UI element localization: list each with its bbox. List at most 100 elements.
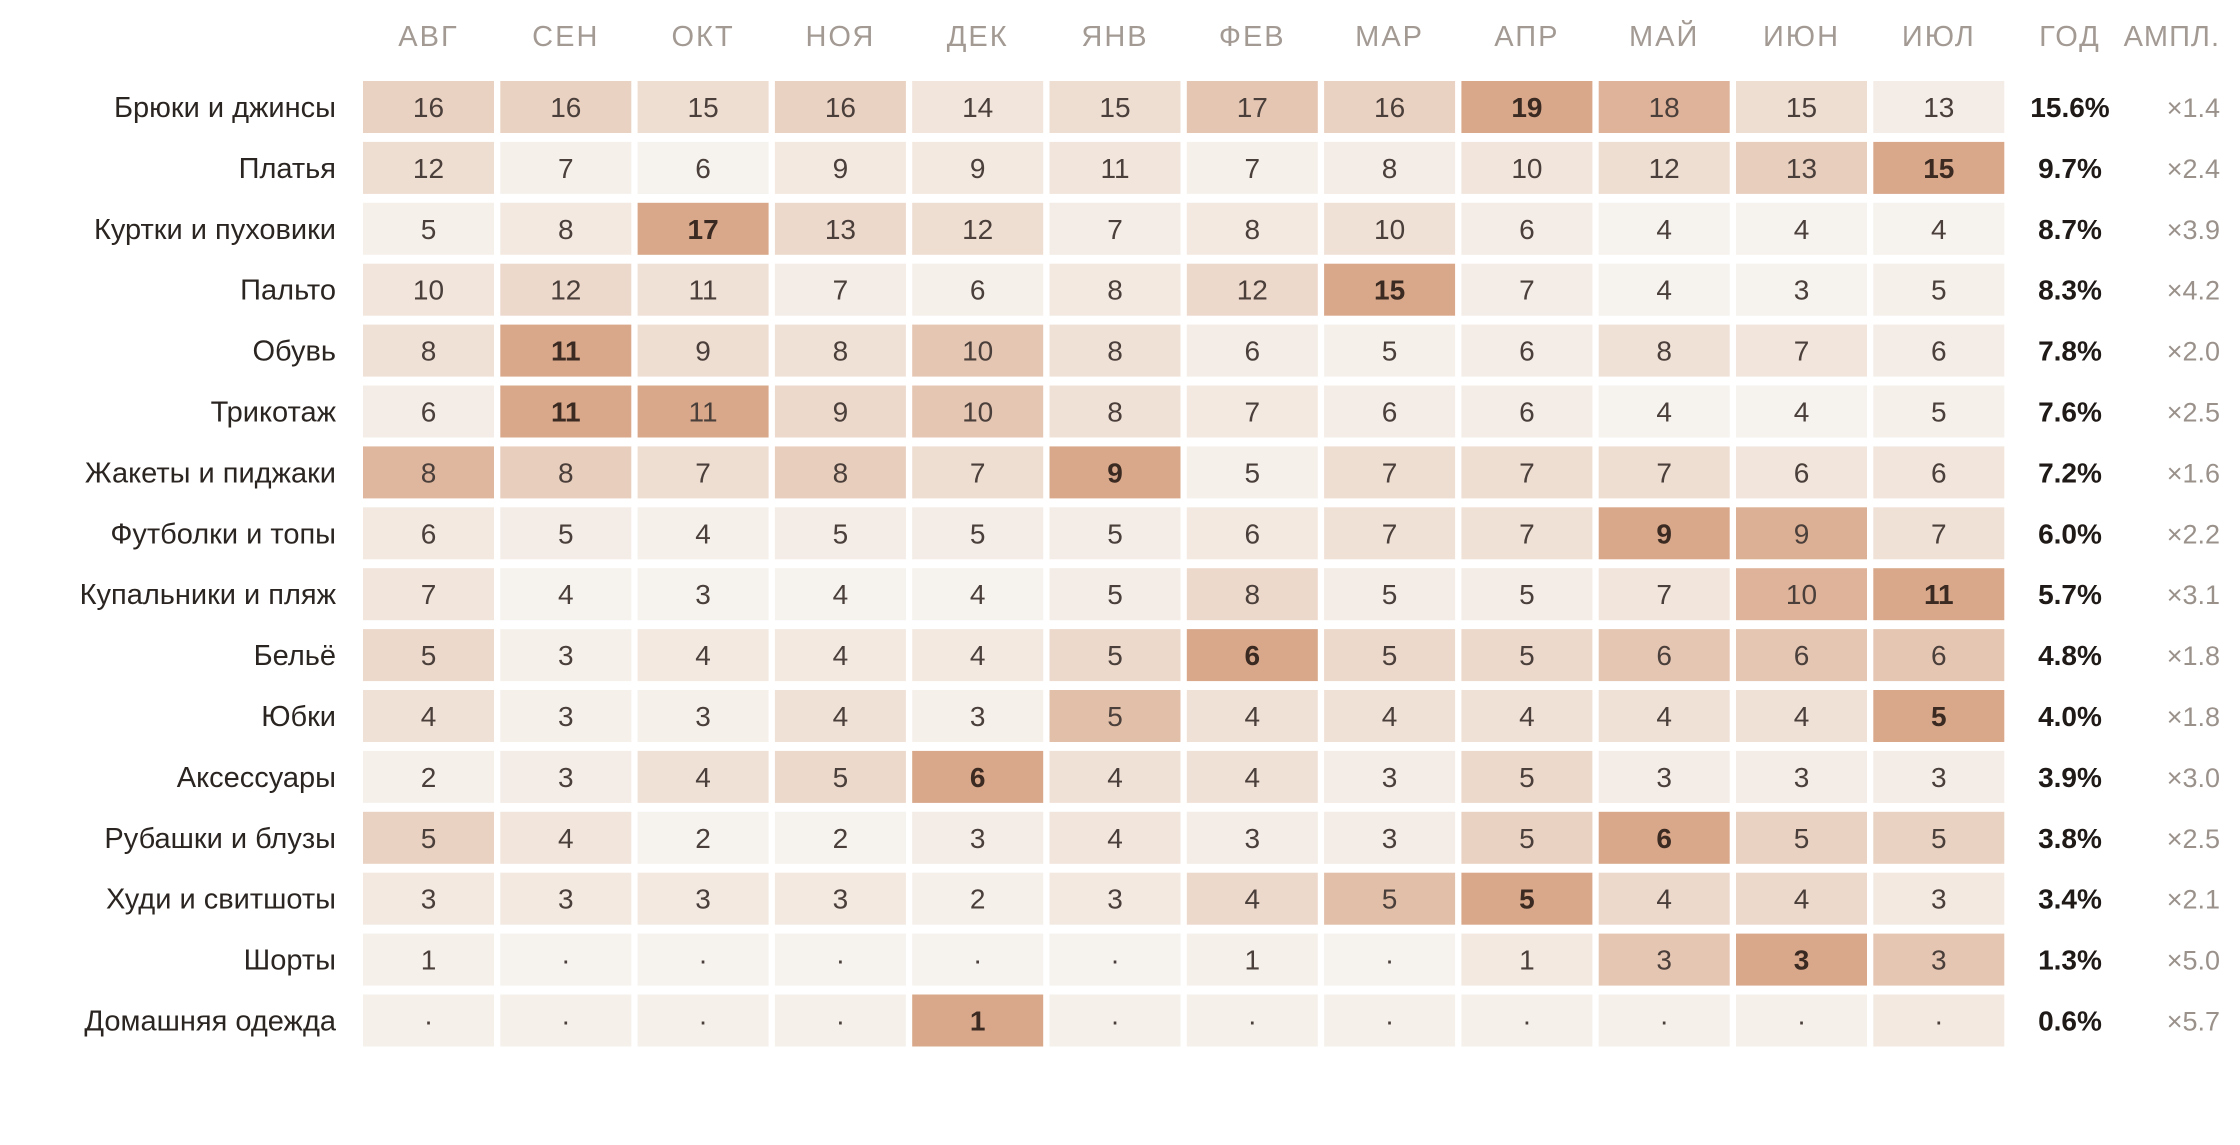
heatmap-cell: [1873, 141, 2005, 194]
heatmap-cell: [500, 324, 632, 377]
amplitude-value: ×3.1: [2167, 580, 2220, 610]
cell-value-label: ·: [1934, 1006, 1943, 1037]
heatmap-cell: [363, 568, 494, 621]
amplitude-value: ×2.5: [2167, 398, 2220, 428]
cell-value-label: 6: [1519, 214, 1535, 245]
month-header: АВГ: [398, 21, 458, 53]
cell-value-label: 4: [1107, 823, 1123, 854]
cell-value-label: 3: [558, 701, 574, 732]
cell-value-label: 1: [1519, 945, 1535, 976]
cell-value-label: 4: [1656, 397, 1672, 428]
amplitude-value: ×2.1: [2167, 885, 2220, 915]
month-header: ИЮН: [1763, 21, 1840, 53]
heatmap-cell: [1324, 994, 1456, 1047]
cell-value-label: 6: [1245, 518, 1261, 549]
cell-value-label: 7: [558, 153, 574, 184]
year-share-value: 7.6%: [2038, 397, 2102, 428]
heatmap-cell: [1461, 872, 1593, 925]
cell-value-label: 15: [1099, 92, 1130, 123]
cell-value-label: 3: [558, 640, 574, 671]
heatmap-cell: [637, 811, 769, 864]
heatmap-cell: [912, 629, 1044, 682]
heatmap-cell: [363, 324, 494, 377]
cell-value-label: 6: [1245, 336, 1261, 367]
cell-value-label: 4: [1382, 701, 1398, 732]
cell-value-label: 7: [970, 457, 986, 488]
cell-value-label: 4: [833, 701, 849, 732]
cell-value-label: 3: [1931, 762, 1947, 793]
cell-value-label: 5: [421, 640, 437, 671]
heatmap-cell: [500, 933, 632, 986]
cell-value-label: 7: [1245, 397, 1261, 428]
heatmap-cell: [1873, 872, 2005, 925]
cell-value-label: 9: [970, 153, 986, 184]
heatmap-cell: [774, 141, 906, 194]
heatmap-cell: [1186, 811, 1318, 864]
cell-value-label: 18: [1649, 92, 1680, 123]
heatmap-cell: [1049, 811, 1181, 864]
row-label: Купальники и пляж: [80, 579, 337, 611]
heatmap-cell: [1598, 568, 1730, 621]
cell-value-label: 5: [833, 762, 849, 793]
heatmap-cell: [363, 690, 494, 742]
cell-value-label: 3: [695, 884, 711, 915]
cell-value-label: 7: [1656, 579, 1672, 610]
heatmap-cell: [774, 750, 906, 803]
heatmap-cell: [500, 690, 632, 742]
heatmap-cell: [1049, 324, 1181, 377]
cell-value-label: 3: [1794, 945, 1810, 976]
cell-value-label: 2: [421, 762, 437, 793]
cell-value-label: 5: [1519, 762, 1535, 793]
amplitude-value: ×2.2: [2167, 519, 2220, 549]
cell-value-label: 6: [1656, 640, 1672, 671]
cell-value-label: ·: [1660, 1006, 1669, 1037]
heatmap-cell: [1049, 690, 1181, 742]
cell-value-label: 3: [1931, 945, 1947, 976]
cell-value-label: 3: [1382, 823, 1398, 854]
amplitude-value: ×5.7: [2167, 1007, 2220, 1037]
heatmap-cell: [363, 933, 494, 986]
cell-value-label: 13: [1786, 153, 1817, 184]
row-label: Обувь: [252, 336, 336, 368]
heatmap-cell: [774, 202, 906, 255]
amplitude-value: ×3.9: [2167, 215, 2220, 245]
heatmap-cell: [1873, 385, 2005, 438]
cell-value-label: ·: [561, 945, 570, 976]
cell-value-label: 8: [1382, 153, 1398, 184]
heatmap-cell: [1049, 568, 1181, 621]
heatmap-cell: [363, 507, 494, 560]
cell-value-label: 7: [1382, 518, 1398, 549]
cell-value-label: 3: [1931, 884, 1947, 915]
cell-value-label: 7: [1519, 518, 1535, 549]
cell-value-label: 10: [962, 336, 993, 367]
cell-value-label: 8: [1245, 579, 1261, 610]
heatmap-cell: [1598, 872, 1730, 925]
heatmap-cell: [774, 507, 906, 560]
month-header: ИЮЛ: [1902, 21, 1976, 53]
year-share-value: 8.7%: [2038, 214, 2102, 245]
heatmap-cell: [637, 750, 769, 803]
cell-value-label: 5: [1931, 701, 1947, 732]
cell-value-label: 11: [551, 336, 581, 367]
cell-value-label: 16: [825, 92, 856, 123]
cell-value-label: 9: [1794, 518, 1810, 549]
cell-value-label: 7: [1519, 275, 1535, 306]
heatmap-cell: [1186, 385, 1318, 438]
heatmap-cell: [912, 994, 1044, 1047]
heatmap-cell: [1049, 507, 1181, 560]
heatmap-cell: [774, 568, 906, 621]
heatmap-cell: [500, 994, 632, 1047]
year-share-value: 4.0%: [2038, 701, 2102, 732]
heatmap-cell: [1736, 202, 1867, 255]
cell-value-label: 4: [1656, 214, 1672, 245]
cell-value-label: 5: [421, 823, 437, 854]
cell-value-label: 7: [1245, 153, 1261, 184]
heatmap-cell: [1873, 994, 2005, 1047]
heatmap-cell: [1186, 202, 1318, 255]
year-share-value: 7.2%: [2038, 457, 2102, 488]
heatmap-cell: [1736, 324, 1867, 377]
cell-value-label: 4: [558, 823, 574, 854]
heatmap-cell: [1598, 385, 1730, 438]
year-share-value: 7.8%: [2038, 336, 2102, 367]
cell-value-label: 4: [1794, 701, 1810, 732]
